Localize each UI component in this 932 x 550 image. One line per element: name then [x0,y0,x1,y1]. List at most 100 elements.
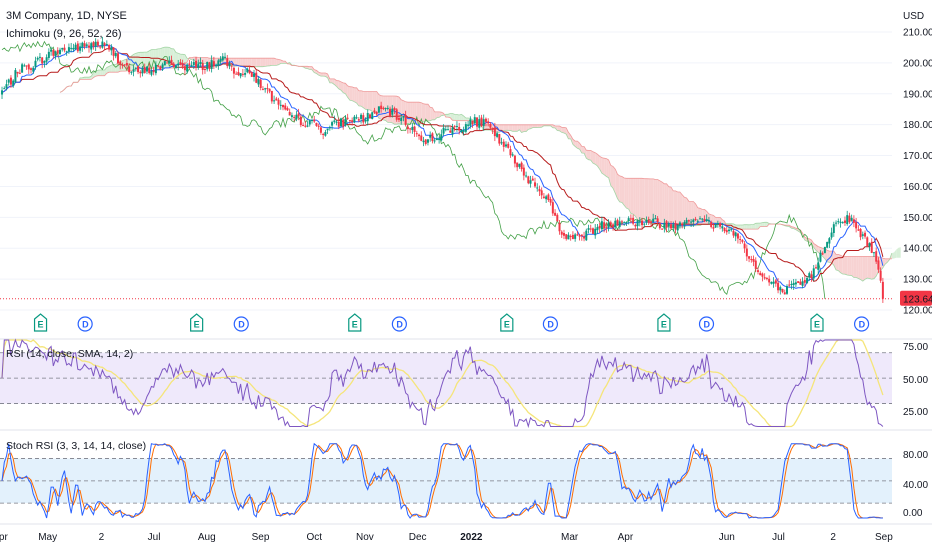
candle-body [861,234,864,236]
candle-body [1,90,4,95]
cloud-segment [109,65,112,73]
cloud-segment [378,94,382,120]
cloud-segment [891,252,895,259]
stoch-rsi-pane[interactable]: Stoch RSI (3, 3, 14, 14, close) 80.00 40… [0,440,928,519]
candle-body [382,107,385,109]
candle-body [859,228,862,238]
candle-body [779,287,782,291]
candle-body [132,69,135,72]
cloud-segment [755,223,758,230]
candle-body [801,281,804,286]
candle-body [654,218,657,220]
stoch-title[interactable]: Stoch RSI (3, 3, 14, 14, close) [6,440,146,452]
candle-body [177,63,180,66]
candle-body [56,50,59,54]
cloud-segment [642,178,645,223]
cloud-segment [715,217,718,224]
dividend-marker[interactable]: D [698,316,715,332]
candle-body [201,63,204,70]
candle-body [322,133,325,135]
candle-body [482,119,485,127]
earnings-badge [500,313,514,332]
dividend-marker[interactable]: D [233,316,249,332]
candle-body [406,126,409,130]
cloud-segment [561,127,564,134]
stoch-tick-80: 80.00 [903,450,928,461]
cloud-segment [86,77,89,80]
cloud-segment [684,197,687,227]
cloud-segment [873,256,877,279]
cloud-segment [896,247,899,258]
kijun-sen [1,48,884,282]
candle-body [337,121,340,127]
dividend-marker[interactable]: D [853,316,870,332]
price-pane[interactable]: E D E D E D E D E D E D 210.00 200.00 190.00 180.00 170… [0,10,932,332]
price-axis[interactable]: 210.00 200.00 190.00 180.00 170.00 160.00 150.… [903,28,932,317]
cloud-segment [722,219,725,224]
earnings-marker[interactable]: E [33,313,48,332]
earnings-marker[interactable]: E [810,313,824,332]
rsi-pane[interactable]: RSI (14, close, SMA, 14, 2) 75.00 50.00 … [0,338,928,429]
dividend-badge [77,316,93,332]
cloud-segment [523,124,527,132]
dividend-marker[interactable]: D [391,316,407,332]
candle-body [61,47,64,50]
candle-body [212,61,215,66]
price-tick-label: 160.00 [903,182,932,193]
candle-body [199,62,202,65]
cloud-segment [762,222,765,227]
cloud-segment [635,178,638,220]
cloud-segment [519,124,522,133]
earnings-marker[interactable]: E [657,313,671,332]
price-tick-label: 180.00 [903,120,932,131]
candle-body [812,268,815,279]
cloud-segment [102,69,105,76]
candle-body [455,125,458,127]
earnings-marker[interactable]: E [190,313,204,332]
cloud-segment [526,124,529,132]
dividend-marker[interactable]: D [542,316,559,332]
candle-body [828,238,831,244]
candle-body [531,178,534,181]
candle-body [79,46,82,51]
candle-body [562,233,565,236]
candle-body [872,252,875,254]
candle-body [63,47,66,51]
price-tick-label: 120.00 [903,306,932,317]
candle-body [580,234,583,237]
earnings-marker[interactable]: E [348,313,362,332]
candle-body [696,220,699,222]
candle-body [676,224,679,231]
cloud-segment [682,194,685,228]
candle-body [819,252,822,262]
candle-body [119,61,122,66]
time-axis[interactable]: Apr May 2 Jul Aug Sep Oct Nov Dec 2022 Mar Apr Jun Ju… [0,532,893,543]
candle-body [112,47,115,56]
candle-body [241,73,244,75]
cloud-segment [563,127,567,135]
cloud-segment [711,214,714,224]
candle-body [585,230,588,241]
cloud-segment [501,124,504,131]
cloud-segment [592,151,596,165]
event-letter: E [352,320,358,330]
candle-body [313,119,316,122]
price-tick-label: 140.00 [903,244,932,255]
candle-body [536,187,539,189]
candle-body [850,217,853,221]
dividend-marker[interactable]: D [77,316,93,332]
rsi-line [1,338,884,429]
candle-body [355,117,358,119]
cloud-segment [343,82,346,94]
candle-body [518,163,521,167]
candle-body [50,49,53,52]
candle-body [76,43,79,52]
earnings-marker[interactable]: E [500,313,514,332]
rsi-title[interactable]: RSI (14, close, SMA, 14, 2) [6,348,133,360]
candle-body [36,57,39,60]
ichimoku-legend[interactable]: Ichimoku (9, 26, 52, 26) [6,28,122,40]
candle-body [609,222,612,225]
candle-body [498,133,501,144]
